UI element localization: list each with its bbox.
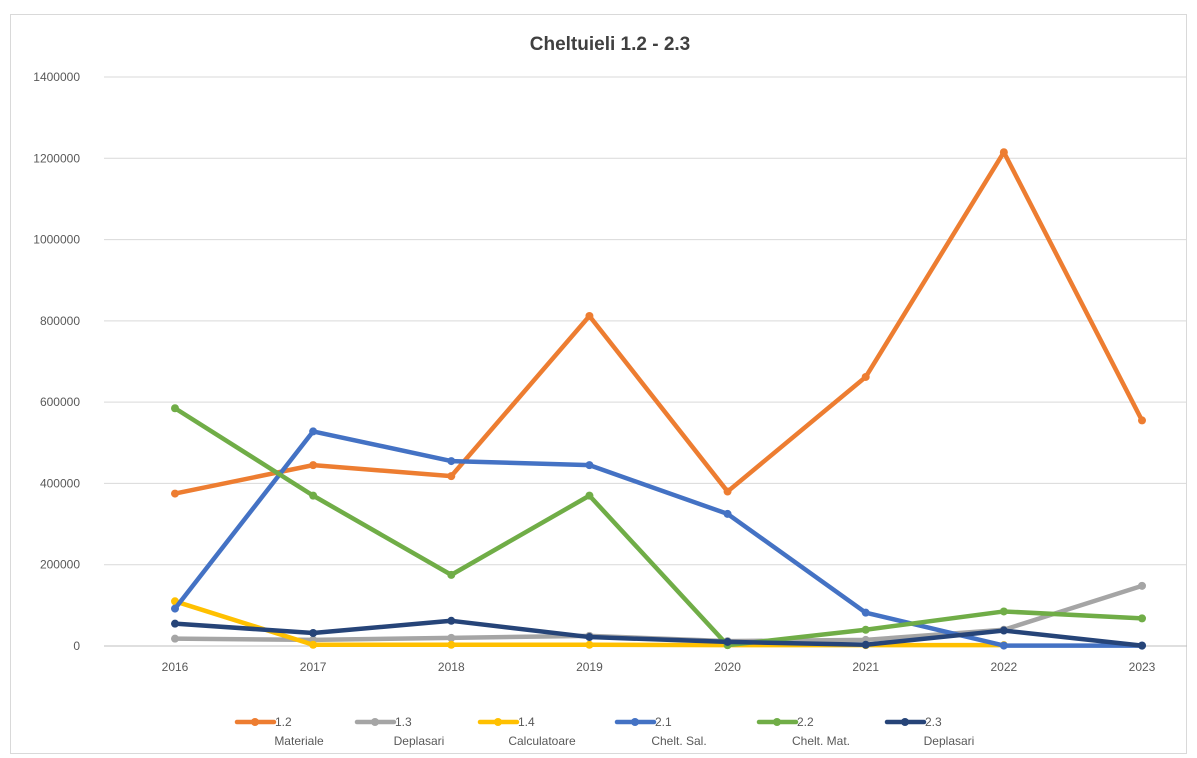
x-tick-label: 2023 <box>1129 660 1156 674</box>
legend-item: 1.2 Materiale <box>234 715 324 748</box>
data-point <box>171 634 179 643</box>
data-point <box>585 311 594 320</box>
legend-item: 2.2 Chelt. Mat. <box>756 715 850 748</box>
y-tick-label: 1000000 <box>33 233 80 247</box>
data-point <box>1138 416 1146 425</box>
y-axis-ticks: 0 200000 400000 600000 800000 1000000 1200000 1… <box>33 70 80 653</box>
legend-label: 2.2 <box>797 715 814 729</box>
series-1.2 <box>171 148 1146 498</box>
y-tick-label: 1200000 <box>33 151 80 165</box>
data-point <box>447 472 456 481</box>
data-point <box>999 607 1008 616</box>
data-point <box>861 625 870 634</box>
data-point <box>309 640 318 649</box>
data-point <box>447 616 456 625</box>
data-point <box>999 148 1008 157</box>
legend-swatch-marker <box>371 718 379 726</box>
series-line <box>172 618 1145 648</box>
legend-label: 2.1 <box>655 715 672 729</box>
data-point <box>447 633 456 642</box>
data-point <box>1138 614 1146 623</box>
data-point <box>447 570 456 579</box>
legend-swatch-marker <box>901 718 909 726</box>
x-tick-label: 2020 <box>714 660 741 674</box>
x-tick-label: 2018 <box>438 660 465 674</box>
legend-label: 2.3 <box>925 715 942 729</box>
legend-label-sub: Deplasari <box>394 734 445 748</box>
data-point <box>999 641 1008 650</box>
y-tick-label: 800000 <box>40 314 80 328</box>
series-line <box>172 429 1145 648</box>
series-lines <box>171 148 1146 650</box>
x-tick-label: 2017 <box>300 660 327 674</box>
legend-item: 2.1 Chelt. Sal. <box>614 715 707 748</box>
series-line <box>172 149 1145 496</box>
legend-item: 1.3 Deplasari <box>354 715 445 748</box>
legend-label: 1.2 <box>275 715 292 729</box>
series-2.1 <box>171 427 1146 650</box>
x-tick-label: 2022 <box>991 660 1018 674</box>
data-point <box>447 457 456 466</box>
legend-swatch-marker <box>251 718 259 726</box>
x-tick-label: 2021 <box>852 660 879 674</box>
legend-swatch-marker <box>631 718 639 726</box>
data-point <box>861 372 870 381</box>
data-point <box>723 487 732 496</box>
y-tick-label: 200000 <box>40 558 80 572</box>
legend-label-sub: Chelt. Mat. <box>792 734 850 748</box>
legend-item: 1.4 Calculatoare <box>477 715 576 748</box>
data-point <box>171 489 179 498</box>
y-tick-label: 0 <box>73 639 80 653</box>
data-point <box>1138 581 1146 590</box>
legend-item: 2.3 Deplasari <box>884 715 975 748</box>
data-point <box>585 640 594 649</box>
data-point <box>723 637 732 646</box>
data-point <box>585 461 594 470</box>
legend-label: 1.3 <box>395 715 412 729</box>
legend-label-sub: Calculatoare <box>508 734 576 748</box>
data-point <box>861 640 870 649</box>
y-tick-label: 600000 <box>40 395 80 409</box>
x-tick-label: 2016 <box>162 660 189 674</box>
gridlines <box>104 76 1187 647</box>
data-point <box>1138 641 1146 650</box>
chart-title: Cheltuieli 1.2 - 2.3 <box>530 34 691 55</box>
data-point <box>723 509 732 518</box>
y-tick-label: 1400000 <box>33 70 80 84</box>
x-axis-ticks: 2016 2017 2018 2019 2020 2021 2022 2023 <box>162 660 1156 674</box>
data-point <box>861 608 870 617</box>
data-point <box>585 633 594 642</box>
legend: 1.2 Materiale 1.3 Deplasari 1.4 Calculatoare 2… <box>234 715 975 748</box>
data-point <box>309 427 318 436</box>
data-point <box>171 619 179 628</box>
y-tick-label: 400000 <box>40 476 80 490</box>
data-point <box>447 640 456 649</box>
legend-label-sub: Deplasari <box>924 734 975 748</box>
legend-swatch-marker <box>494 718 502 726</box>
data-point <box>171 404 179 413</box>
data-point <box>309 628 318 637</box>
data-point <box>171 604 179 613</box>
legend-label-sub: Materiale <box>274 734 324 748</box>
data-point <box>585 491 594 500</box>
series-line <box>172 405 1145 648</box>
legend-label-sub: Chelt. Sal. <box>651 734 706 748</box>
series-2.3 <box>171 616 1146 650</box>
data-point <box>999 626 1008 635</box>
data-point <box>309 461 318 470</box>
legend-label: 1.4 <box>518 715 535 729</box>
series-2.2 <box>171 404 1146 650</box>
legend-swatch-marker <box>773 718 781 726</box>
data-point <box>309 491 318 500</box>
x-tick-label: 2019 <box>576 660 603 674</box>
